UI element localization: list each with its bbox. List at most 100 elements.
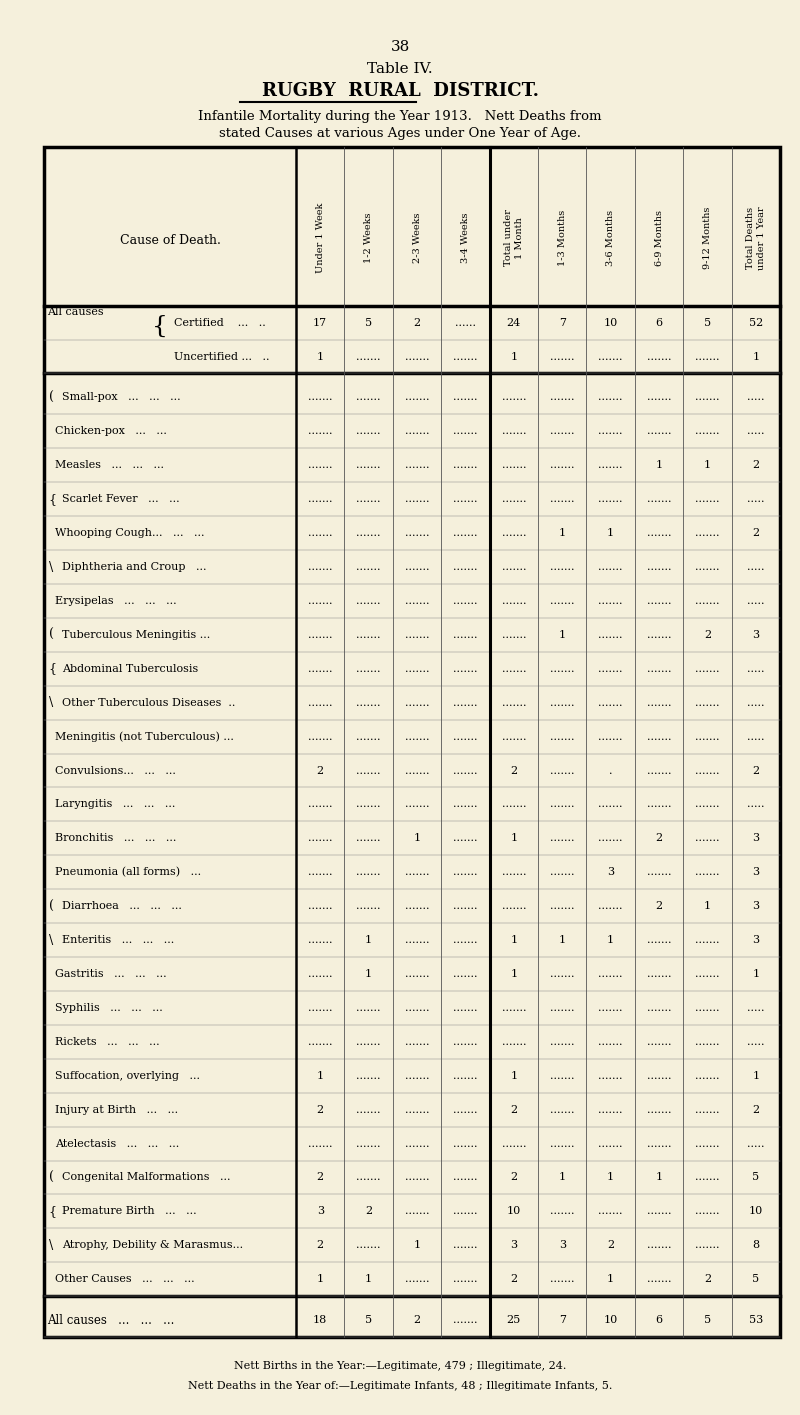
Text: .......: ....... <box>356 460 381 470</box>
Text: .......: ....... <box>502 562 526 572</box>
Text: .......: ....... <box>308 867 333 877</box>
Text: .......: ....... <box>598 698 623 708</box>
Text: .......: ....... <box>308 698 333 708</box>
Text: 1: 1 <box>752 351 759 361</box>
Text: 7: 7 <box>558 317 566 328</box>
Text: Premature Birth   ...   ...: Premature Birth ... ... <box>62 1207 196 1217</box>
Text: .......: ....... <box>453 596 478 606</box>
Text: .......: ....... <box>356 1037 381 1047</box>
Text: .......: ....... <box>453 562 478 572</box>
Text: .....: ..... <box>747 799 765 809</box>
Text: .......: ....... <box>308 596 333 606</box>
Text: .......: ....... <box>598 426 623 436</box>
Text: .......: ....... <box>550 867 574 877</box>
Text: .......: ....... <box>356 664 381 674</box>
Text: 5: 5 <box>752 1275 759 1285</box>
Text: \: \ <box>49 696 53 709</box>
Text: 1: 1 <box>607 528 614 538</box>
Text: \: \ <box>49 1238 53 1252</box>
Text: .......: ....... <box>405 1105 430 1115</box>
Text: 5: 5 <box>704 1315 711 1326</box>
Text: .......: ....... <box>550 1207 574 1217</box>
Text: .......: ....... <box>405 426 430 436</box>
Text: .......: ....... <box>695 969 720 979</box>
Text: .....: ..... <box>747 562 765 572</box>
Text: .......: ....... <box>502 698 526 708</box>
Text: .......: ....... <box>405 351 430 361</box>
Text: .......: ....... <box>646 1071 671 1081</box>
Text: .......: ....... <box>405 596 430 606</box>
Text: RUGBY  RURAL  DISTRICT.: RUGBY RURAL DISTRICT. <box>262 82 538 100</box>
Text: .......: ....... <box>646 1139 671 1149</box>
Text: .......: ....... <box>308 1003 333 1013</box>
Text: .......: ....... <box>356 1105 381 1115</box>
Text: 1: 1 <box>752 969 759 979</box>
Text: 1: 1 <box>414 833 421 843</box>
Text: .......: ....... <box>646 596 671 606</box>
Text: .......: ....... <box>646 969 671 979</box>
Text: .....: ..... <box>747 494 765 504</box>
Text: All causes   ...   ...   ...: All causes ... ... ... <box>47 1313 174 1327</box>
Text: .....: ..... <box>747 698 765 708</box>
Text: .......: ....... <box>695 562 720 572</box>
Text: .......: ....... <box>308 969 333 979</box>
Text: 1: 1 <box>752 1071 759 1081</box>
Text: All causes: All causes <box>47 307 104 317</box>
Text: 1: 1 <box>317 1275 324 1285</box>
Text: {: { <box>49 492 57 505</box>
Text: (: ( <box>49 1172 54 1184</box>
Text: .......: ....... <box>453 901 478 911</box>
Text: .......: ....... <box>405 528 430 538</box>
Text: .......: ....... <box>356 426 381 436</box>
Text: 18: 18 <box>313 1315 327 1326</box>
Text: .......: ....... <box>598 1207 623 1217</box>
Text: .......: ....... <box>502 494 526 504</box>
Text: .......: ....... <box>695 1173 720 1183</box>
Text: 3-6 Months: 3-6 Months <box>606 209 615 266</box>
Text: .......: ....... <box>453 1315 478 1326</box>
Text: .......: ....... <box>405 392 430 402</box>
Text: Under 1 Week: Under 1 Week <box>316 202 325 273</box>
Text: .......: ....... <box>598 630 623 640</box>
Text: .......: ....... <box>646 1275 671 1285</box>
Text: .......: ....... <box>356 799 381 809</box>
Text: .......: ....... <box>598 732 623 741</box>
Text: .......: ....... <box>405 867 430 877</box>
Text: 1: 1 <box>510 833 518 843</box>
Text: .......: ....... <box>502 1139 526 1149</box>
Text: .......: ....... <box>598 1105 623 1115</box>
Text: .......: ....... <box>646 562 671 572</box>
Text: .......: ....... <box>405 630 430 640</box>
Text: .......: ....... <box>453 630 478 640</box>
Text: 2: 2 <box>655 901 662 911</box>
Text: .......: ....... <box>405 969 430 979</box>
Text: 2: 2 <box>317 1173 324 1183</box>
Text: 2: 2 <box>510 1275 518 1285</box>
Text: .......: ....... <box>695 935 720 945</box>
Text: .......: ....... <box>695 1105 720 1115</box>
Text: 2: 2 <box>704 630 711 640</box>
Text: .......: ....... <box>405 1037 430 1047</box>
Text: .......: ....... <box>695 528 720 538</box>
Text: Measles   ...   ...   ...: Measles ... ... ... <box>55 460 164 470</box>
Text: 5: 5 <box>365 1315 372 1326</box>
Text: .......: ....... <box>550 698 574 708</box>
Text: .......: ....... <box>308 392 333 402</box>
Text: Injury at Birth   ...   ...: Injury at Birth ... ... <box>55 1105 178 1115</box>
Text: .......: ....... <box>550 1037 574 1047</box>
Text: .......: ....... <box>598 901 623 911</box>
Text: .......: ....... <box>356 596 381 606</box>
Text: .......: ....... <box>356 732 381 741</box>
Text: 3: 3 <box>607 867 614 877</box>
Text: 3: 3 <box>510 1241 518 1251</box>
Text: 6-9 Months: 6-9 Months <box>654 209 663 266</box>
Text: .......: ....... <box>550 664 574 674</box>
Text: 1: 1 <box>317 1071 324 1081</box>
Text: .......: ....... <box>646 867 671 877</box>
Text: .......: ....... <box>356 1071 381 1081</box>
Text: 1-2 Weeks: 1-2 Weeks <box>364 212 373 263</box>
Text: Total Deaths
under 1 Year: Total Deaths under 1 Year <box>746 207 766 269</box>
Text: .......: ....... <box>356 1241 381 1251</box>
Text: .......: ....... <box>598 969 623 979</box>
Text: Gastritis   ...   ...   ...: Gastritis ... ... ... <box>55 969 167 979</box>
